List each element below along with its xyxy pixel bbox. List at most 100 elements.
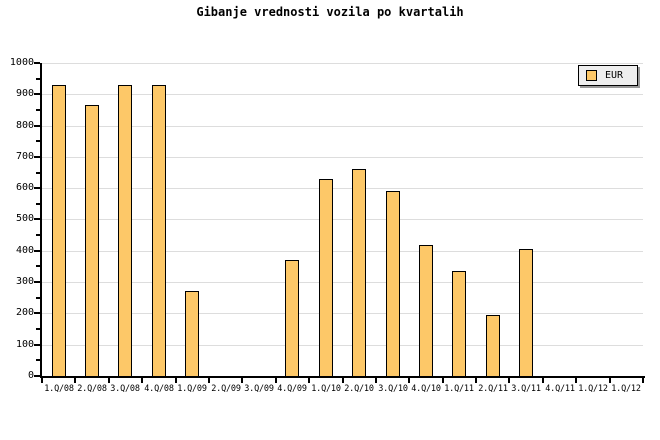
- gridline: [42, 313, 643, 314]
- y-tick-major: [34, 281, 40, 283]
- bar: [185, 291, 199, 376]
- x-tick: [508, 378, 510, 383]
- x-tick-label: 4.Q/08: [144, 384, 174, 394]
- gridline: [42, 282, 643, 283]
- chart-title: Gibanje vrednosti vozila po kvartalih: [196, 5, 464, 19]
- x-tick-label: 4.Q/09: [277, 384, 307, 394]
- bar: [152, 85, 166, 376]
- bar: [52, 85, 66, 376]
- y-tick-major: [34, 218, 40, 220]
- x-tick-label: 3.Q/08: [110, 384, 140, 394]
- bar: [419, 245, 433, 376]
- bar: [319, 179, 333, 376]
- x-tick: [408, 378, 410, 383]
- bar: [452, 271, 466, 376]
- gridline: [42, 157, 643, 158]
- x-tick-label: 1.Q/11: [444, 384, 474, 394]
- y-tick-major: [34, 375, 40, 377]
- y-tick-major: [34, 156, 40, 158]
- bar: [519, 249, 533, 376]
- x-tick: [41, 378, 43, 383]
- y-tick-label: 800: [15, 120, 34, 131]
- gridline: [42, 94, 643, 95]
- x-tick: [275, 378, 277, 383]
- y-tick-label: 400: [15, 245, 34, 256]
- y-tick-major: [34, 250, 40, 252]
- y-tick-label: 700: [15, 151, 34, 162]
- y-tick-label: 200: [15, 307, 34, 318]
- x-tick: [208, 378, 210, 383]
- y-tick-minor: [36, 328, 40, 330]
- y-tick-minor: [36, 359, 40, 361]
- x-tick-label: 1.Q/08: [44, 384, 74, 394]
- y-tick-label: 900: [15, 88, 34, 99]
- x-tick-label: 2.Q/08: [77, 384, 107, 394]
- x-tick-label: 3.Q/09: [244, 384, 274, 394]
- y-tick-major: [34, 62, 40, 64]
- bar: [118, 85, 132, 376]
- y-tick-minor: [36, 234, 40, 236]
- y-tick-label: 500: [15, 213, 34, 224]
- y-tick-label: 600: [15, 182, 34, 193]
- y-tick-label: 0: [27, 370, 34, 381]
- gridline: [42, 126, 643, 127]
- x-tick: [108, 378, 110, 383]
- gridline: [42, 188, 643, 189]
- bar: [352, 169, 366, 376]
- y-tick-label: 1000: [9, 57, 34, 68]
- x-tick-label: 2.Q/09: [211, 384, 241, 394]
- legend: EUR: [578, 65, 638, 86]
- y-tick-major: [34, 312, 40, 314]
- x-tick: [375, 378, 377, 383]
- y-tick-minor: [36, 172, 40, 174]
- x-tick-label: 2.Q/11: [478, 384, 508, 394]
- x-tick: [475, 378, 477, 383]
- x-tick-label: 1.Q/10: [311, 384, 341, 394]
- x-tick: [342, 378, 344, 383]
- x-tick: [308, 378, 310, 383]
- x-tick: [74, 378, 76, 383]
- y-tick-minor: [36, 140, 40, 142]
- gridline: [42, 63, 643, 64]
- y-tick-minor: [36, 265, 40, 267]
- x-tick: [141, 378, 143, 383]
- y-tick-major: [34, 187, 40, 189]
- y-tick-minor: [36, 109, 40, 111]
- legend-color-swatch-icon: [586, 70, 597, 81]
- bar: [486, 315, 500, 376]
- x-axis-line: [40, 376, 645, 378]
- gridline: [42, 345, 643, 346]
- x-tick: [241, 378, 243, 383]
- bar: [386, 191, 400, 376]
- y-tick-label: 300: [15, 276, 34, 287]
- x-tick: [542, 378, 544, 383]
- x-tick: [609, 378, 611, 383]
- bar: [85, 105, 99, 376]
- x-tick-label: 1.Q/12: [578, 384, 608, 394]
- y-axis-line: [40, 63, 42, 378]
- x-tick-label: 1.Q/12: [611, 384, 641, 394]
- x-tick-label: 3.Q/11: [511, 384, 541, 394]
- legend-label: EUR: [605, 70, 624, 81]
- bar: [285, 260, 299, 376]
- x-tick-label: 4.Q/10: [411, 384, 441, 394]
- x-tick-label: 4.Q/11: [545, 384, 575, 394]
- gridline: [42, 251, 643, 252]
- x-tick: [442, 378, 444, 383]
- y-tick-minor: [36, 203, 40, 205]
- y-tick-label: 100: [15, 339, 34, 350]
- x-tick: [575, 378, 577, 383]
- y-tick-minor: [36, 297, 40, 299]
- y-tick-major: [34, 93, 40, 95]
- x-tick: [642, 378, 644, 383]
- y-tick-major: [34, 125, 40, 127]
- y-tick-minor: [36, 78, 40, 80]
- y-tick-major: [34, 344, 40, 346]
- x-tick-label: 3.Q/10: [378, 384, 408, 394]
- x-tick: [175, 378, 177, 383]
- x-tick-label: 1.Q/09: [177, 384, 207, 394]
- x-tick-label: 2.Q/10: [344, 384, 374, 394]
- gridline: [42, 219, 643, 220]
- plot-area: [42, 63, 643, 376]
